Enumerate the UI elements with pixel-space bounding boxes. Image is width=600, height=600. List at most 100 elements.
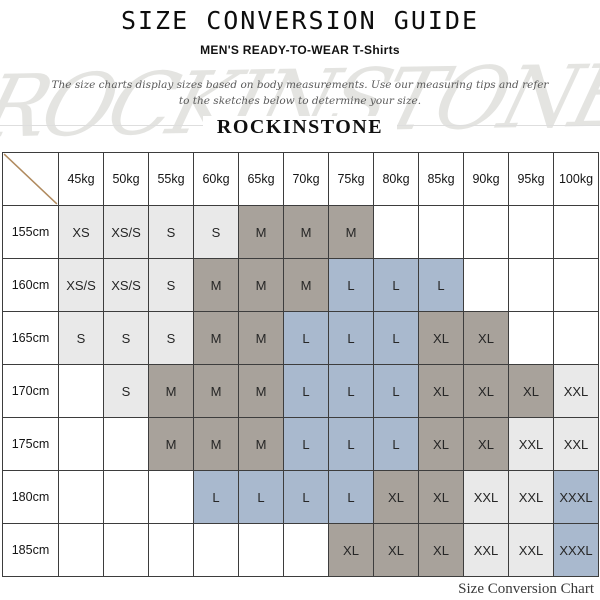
size-cell: XXL <box>464 471 509 524</box>
size-cell: L <box>239 471 284 524</box>
size-cell: XL <box>419 524 464 577</box>
size-cell: S <box>149 312 194 365</box>
size-cell <box>239 524 284 577</box>
size-cell: M <box>239 365 284 418</box>
size-cell <box>104 471 149 524</box>
size-cell: XL <box>464 418 509 471</box>
size-cell <box>554 259 599 312</box>
chart-caption: Size Conversion Chart <box>458 581 594 597</box>
brand-row: ROCKINSTONE <box>0 116 600 139</box>
size-cell: L <box>374 365 419 418</box>
size-cell: S <box>104 312 149 365</box>
size-cell: S <box>149 206 194 259</box>
weight-header-cell: 85kg <box>419 153 464 206</box>
page-subtitle: MEN'S READY-TO-WEAR T-Shirts <box>200 43 400 57</box>
size-cell: L <box>329 471 374 524</box>
size-cell: M <box>149 365 194 418</box>
size-cell: L <box>419 259 464 312</box>
size-cell: M <box>284 206 329 259</box>
weight-header-cell: 100kg <box>554 153 599 206</box>
size-cell: L <box>329 312 374 365</box>
weight-header-cell: 60kg <box>194 153 239 206</box>
size-cell: L <box>284 471 329 524</box>
size-cell: M <box>149 418 194 471</box>
size-cell: XL <box>419 418 464 471</box>
size-cell: XXL <box>509 524 554 577</box>
size-cell: L <box>329 365 374 418</box>
diagonal-line-icon <box>3 153 58 205</box>
size-cell: XL <box>464 312 509 365</box>
size-cell <box>149 471 194 524</box>
size-cell: L <box>329 259 374 312</box>
weight-header-cell: 70kg <box>284 153 329 206</box>
size-cell: M <box>239 206 284 259</box>
size-cell: M <box>194 259 239 312</box>
height-label-cell: 155cm <box>3 206 59 259</box>
size-cell: L <box>284 365 329 418</box>
weight-header-cell: 45kg <box>59 153 104 206</box>
size-cell: XL <box>419 471 464 524</box>
size-cell: XXL <box>509 471 554 524</box>
size-cell <box>284 524 329 577</box>
size-cell: M <box>239 259 284 312</box>
height-label-cell: 180cm <box>3 471 59 524</box>
size-cell: M <box>284 259 329 312</box>
size-cell: L <box>194 471 239 524</box>
size-cell: XXL <box>509 418 554 471</box>
size-cell: M <box>194 418 239 471</box>
size-table: 45kg 50kg 55kg 60kg 65kg 70kg 75kg 80kg 85kg 90kg… <box>2 152 599 577</box>
size-cell <box>509 259 554 312</box>
size-cell <box>509 312 554 365</box>
page-title: SIZE CONVERSION GUIDE <box>120 6 480 35</box>
height-label-cell: 185cm <box>3 524 59 577</box>
size-cell <box>374 206 419 259</box>
height-label-cell: 170cm <box>3 365 59 418</box>
size-cell <box>464 259 509 312</box>
size-cell: XL <box>464 365 509 418</box>
size-cell: L <box>374 418 419 471</box>
weight-header-cell: 95kg <box>509 153 554 206</box>
table-corner-cell <box>3 153 59 206</box>
weight-header-cell: 50kg <box>104 153 149 206</box>
weight-header-cell: 75kg <box>329 153 374 206</box>
size-cell: XXL <box>554 418 599 471</box>
size-cell: M <box>239 312 284 365</box>
size-cell <box>59 471 104 524</box>
size-cell: XS/S <box>104 206 149 259</box>
size-cell <box>104 524 149 577</box>
size-cell: XS/S <box>59 259 104 312</box>
size-cell: M <box>194 365 239 418</box>
weight-header-cell: 80kg <box>374 153 419 206</box>
size-cell: XXXL <box>554 524 599 577</box>
size-cell: XL <box>329 524 374 577</box>
size-cell: XL <box>374 524 419 577</box>
size-guide-description: The size charts display sizes based on b… <box>51 79 549 107</box>
size-cell <box>509 206 554 259</box>
size-cell: S <box>194 206 239 259</box>
size-cell <box>194 524 239 577</box>
size-cell: XS/S <box>104 259 149 312</box>
size-cell: XL <box>419 365 464 418</box>
size-cell: S <box>59 312 104 365</box>
size-cell: XL <box>509 365 554 418</box>
size-cell: XXL <box>464 524 509 577</box>
size-cell: L <box>284 312 329 365</box>
size-cell: XXL <box>554 365 599 418</box>
size-cell: M <box>239 418 284 471</box>
size-cell <box>419 206 464 259</box>
height-label-cell: 165cm <box>3 312 59 365</box>
weight-header-cell: 55kg <box>149 153 194 206</box>
size-cell: L <box>374 259 419 312</box>
size-cell: L <box>284 418 329 471</box>
weight-header-cell: 90kg <box>464 153 509 206</box>
brand-name: ROCKINSTONE <box>202 116 398 139</box>
size-cell: S <box>104 365 149 418</box>
size-cell: XS <box>59 206 104 259</box>
size-cell: M <box>194 312 239 365</box>
height-label-cell: 160cm <box>3 259 59 312</box>
size-cell <box>59 418 104 471</box>
size-cell: L <box>329 418 374 471</box>
size-cell: XL <box>374 471 419 524</box>
size-cell: S <box>149 259 194 312</box>
